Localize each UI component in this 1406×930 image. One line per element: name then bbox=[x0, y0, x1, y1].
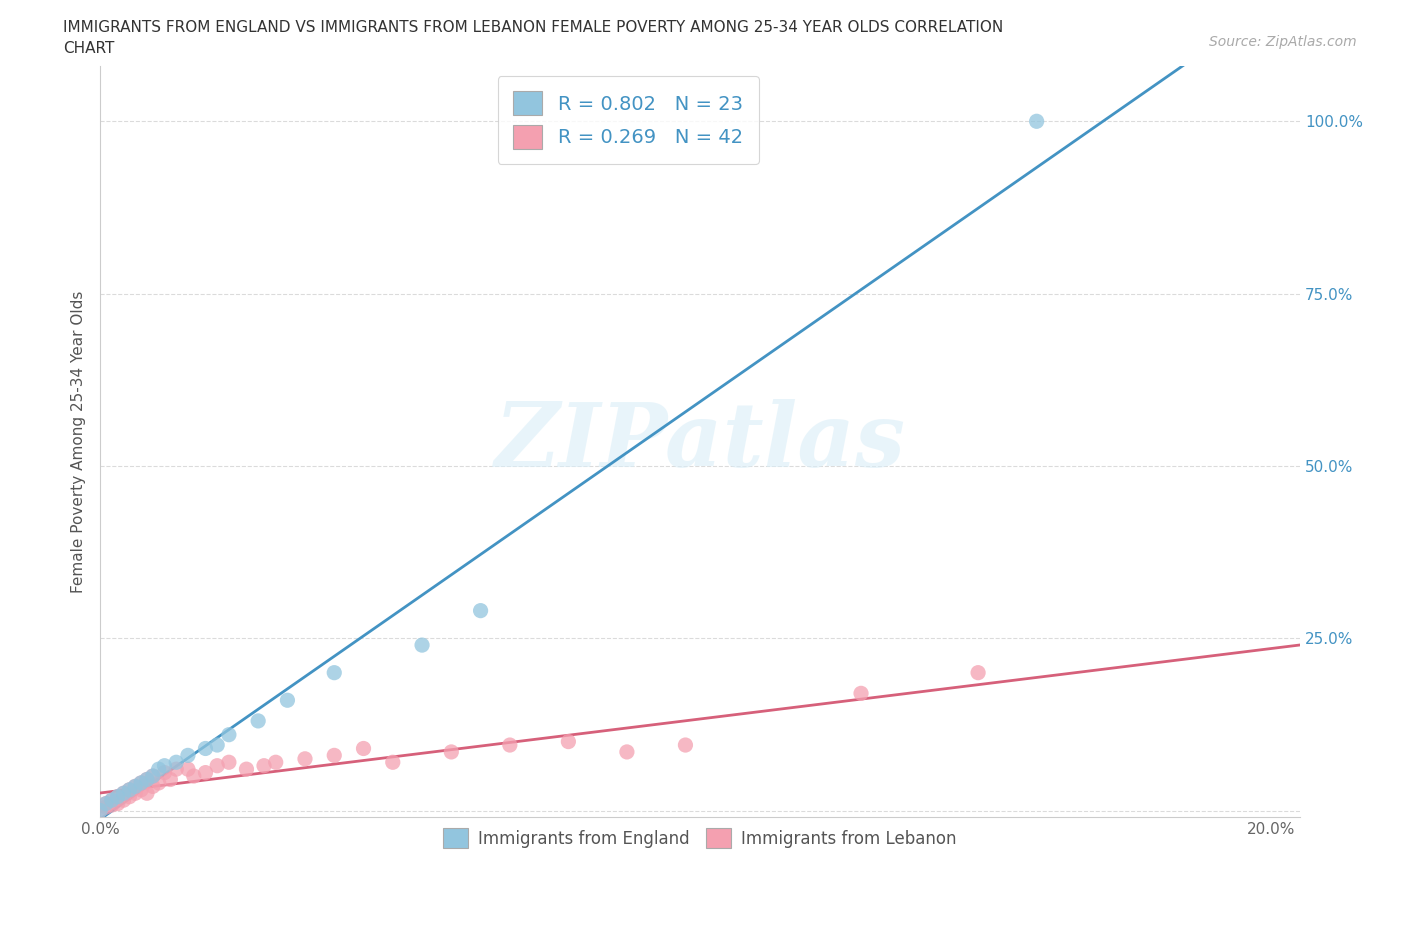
Point bbox=[616, 745, 638, 760]
Point bbox=[205, 758, 228, 773]
Point bbox=[142, 779, 165, 794]
Point bbox=[323, 665, 346, 680]
Point bbox=[218, 755, 240, 770]
Point bbox=[264, 755, 287, 770]
Point bbox=[440, 745, 463, 760]
Point bbox=[118, 782, 141, 797]
Point bbox=[557, 734, 579, 749]
Text: CHART: CHART bbox=[63, 41, 115, 56]
Text: ZIPatlas: ZIPatlas bbox=[495, 399, 905, 485]
Point bbox=[218, 727, 240, 742]
Text: IMMIGRANTS FROM ENGLAND VS IMMIGRANTS FROM LEBANON FEMALE POVERTY AMONG 25-34 YE: IMMIGRANTS FROM ENGLAND VS IMMIGRANTS FR… bbox=[63, 20, 1004, 35]
Point bbox=[107, 790, 129, 804]
Legend: Immigrants from England, Immigrants from Lebanon: Immigrants from England, Immigrants from… bbox=[430, 815, 970, 862]
Point bbox=[675, 737, 697, 752]
Point bbox=[136, 772, 159, 787]
Point bbox=[967, 665, 990, 680]
Point bbox=[177, 748, 200, 763]
Point bbox=[94, 796, 117, 811]
Point bbox=[142, 768, 165, 783]
Point bbox=[101, 792, 124, 807]
Point bbox=[112, 786, 135, 801]
Point bbox=[148, 776, 170, 790]
Point bbox=[101, 798, 124, 813]
Y-axis label: Female Poverty Among 25-34 Year Olds: Female Poverty Among 25-34 Year Olds bbox=[72, 290, 86, 593]
Point bbox=[165, 755, 187, 770]
Point bbox=[124, 779, 146, 794]
Point bbox=[112, 792, 135, 807]
Point bbox=[107, 790, 129, 804]
Point bbox=[194, 765, 217, 780]
Point bbox=[118, 790, 141, 804]
Point bbox=[118, 782, 141, 797]
Point bbox=[247, 713, 270, 728]
Point bbox=[294, 751, 316, 766]
Point bbox=[177, 762, 200, 777]
Point bbox=[89, 804, 111, 818]
Point bbox=[353, 741, 375, 756]
Point bbox=[94, 800, 117, 815]
Point bbox=[183, 768, 205, 783]
Point bbox=[205, 737, 228, 752]
Point bbox=[499, 737, 522, 752]
Point bbox=[411, 638, 433, 653]
Point bbox=[136, 772, 159, 787]
Point bbox=[142, 768, 165, 783]
Point bbox=[159, 772, 181, 787]
Point bbox=[94, 796, 117, 811]
Point bbox=[323, 748, 346, 763]
Point bbox=[129, 776, 152, 790]
Point bbox=[276, 693, 298, 708]
Point bbox=[112, 786, 135, 801]
Point bbox=[165, 762, 187, 777]
Point bbox=[124, 779, 146, 794]
Point bbox=[148, 762, 170, 777]
Point bbox=[1025, 113, 1047, 128]
Point bbox=[849, 686, 872, 701]
Point bbox=[194, 741, 217, 756]
Point bbox=[129, 776, 152, 790]
Point bbox=[136, 786, 159, 801]
Point bbox=[381, 755, 404, 770]
Text: Source: ZipAtlas.com: Source: ZipAtlas.com bbox=[1209, 35, 1357, 49]
Point bbox=[253, 758, 276, 773]
Point bbox=[124, 786, 146, 801]
Point bbox=[235, 762, 257, 777]
Point bbox=[470, 604, 492, 618]
Point bbox=[107, 796, 129, 811]
Point bbox=[153, 765, 176, 780]
Point bbox=[101, 792, 124, 807]
Point bbox=[153, 758, 176, 773]
Point bbox=[129, 782, 152, 797]
Point bbox=[89, 804, 111, 818]
